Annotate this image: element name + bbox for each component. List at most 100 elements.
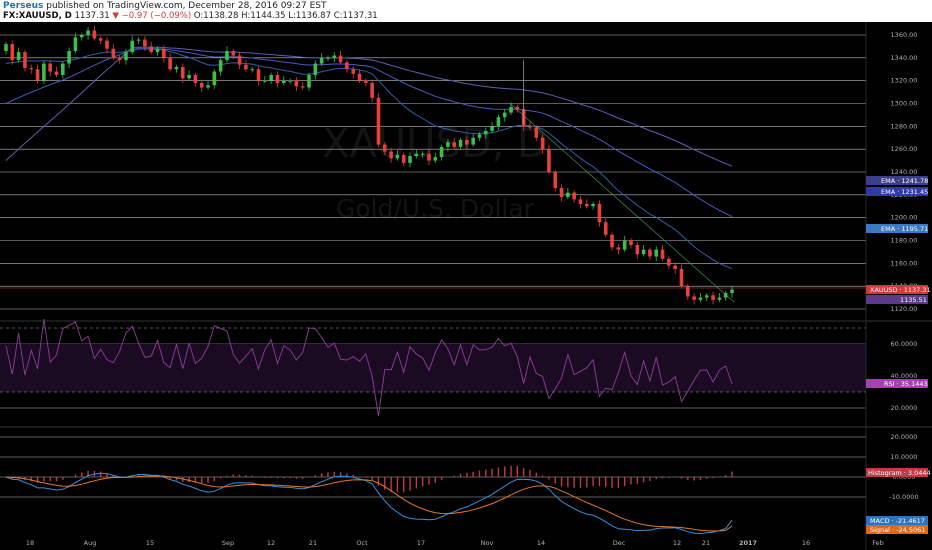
rsi-badge-text: RSI · 35.1443 — [884, 380, 928, 388]
candle-body — [206, 85, 210, 88]
candle-body — [382, 144, 387, 152]
price-badge-2: 1135.51 — [866, 295, 928, 304]
candle-body — [345, 62, 349, 70]
signal-line — [5, 475, 733, 532]
price-tick-label: 1160.00 — [891, 259, 918, 267]
candle-body — [174, 66, 179, 70]
candle-body — [281, 80, 286, 83]
price-tick-label: 1180.00 — [891, 237, 918, 245]
candle-body — [572, 192, 576, 200]
macd-badge: MACD · -21.4617 — [866, 516, 928, 525]
ema-badge-1-text: EMA · 1241.78 — [881, 177, 928, 185]
signal-badge: Signal · -24.5061 — [866, 525, 928, 534]
candle-body — [376, 97, 381, 145]
macd-tick-label: 10.0000 — [891, 453, 918, 461]
candle-body — [269, 74, 273, 81]
candle-body — [585, 203, 589, 207]
time-tick-label: 2017 — [739, 539, 757, 547]
candle-body — [67, 50, 71, 64]
candle-body — [692, 296, 696, 300]
time-tick-label: 21 — [309, 539, 317, 547]
candle-body — [401, 154, 406, 163]
candle-body — [23, 52, 27, 69]
macd-badge-text: MACD · -21.4617 — [870, 517, 925, 525]
candle-body — [559, 187, 564, 198]
candle-body — [629, 240, 633, 246]
candle-body — [212, 71, 217, 86]
candle-body — [263, 80, 267, 82]
quote-line: FX:XAUUSD, D 1137.31 ▼ −0.97 (−0.09%) O:… — [3, 11, 378, 21]
candle-body — [452, 142, 457, 147]
candle-body — [307, 74, 311, 88]
candle-body — [673, 265, 677, 270]
candle-body — [667, 258, 671, 266]
time-tick-label: Aug — [84, 539, 97, 547]
candle-body — [427, 153, 431, 161]
candle-body — [231, 50, 236, 56]
candle-body — [528, 126, 532, 128]
time-tick-label: 16 — [802, 539, 810, 547]
candle-body — [578, 199, 583, 204]
price-tick-label: 1300.00 — [891, 100, 918, 108]
candle-body — [124, 52, 128, 61]
candle-body — [326, 57, 330, 59]
candle-body — [313, 63, 318, 75]
candle-body — [502, 112, 507, 118]
candle-body — [111, 48, 116, 58]
candle-body — [193, 74, 198, 83]
candle-body — [509, 106, 513, 113]
last-price: 1137.31 — [74, 11, 110, 21]
candle-body — [496, 117, 501, 127]
candle-body — [591, 203, 595, 207]
candle-body — [704, 295, 709, 298]
candle-body — [199, 82, 204, 88]
candle-body — [389, 151, 393, 159]
candle-body — [42, 63, 46, 81]
ema-badge-3: EMA · 1195.71 — [866, 224, 928, 233]
candle-body — [515, 106, 520, 110]
rsi-band — [0, 344, 866, 392]
candle-body — [679, 269, 684, 287]
candle-body — [61, 63, 65, 75]
candle-body — [98, 38, 103, 41]
price-tick-label: 1340.00 — [891, 54, 918, 62]
candle-body — [420, 153, 425, 155]
candle-body — [471, 137, 475, 145]
ema-badge-1: EMA · 1241.78 — [866, 176, 928, 185]
candle-body — [622, 240, 627, 250]
price-tick-label: 1200.00 — [891, 214, 918, 222]
candle-body — [553, 172, 558, 188]
time-tick-label: Nov — [481, 539, 494, 547]
candle-body — [534, 127, 539, 138]
price-tick-label: 1320.00 — [891, 77, 918, 85]
publisher-name[interactable]: Perseus — [3, 1, 44, 11]
time-axis[interactable]: 18 Aug 15 Sep 12 21 Oct 17 Nov 14 Dec 12 21 2017 16 Feb — [26, 539, 884, 547]
candle-body — [433, 157, 438, 161]
candle-body — [641, 249, 646, 255]
candle-body — [143, 39, 147, 47]
price-tick-label: 1280.00 — [891, 122, 918, 130]
publisher-line: Perseus published on TradingView.com, De… — [3, 1, 326, 11]
candle-body — [105, 40, 109, 49]
time-tick-label: 15 — [146, 539, 154, 547]
candle-body — [256, 69, 261, 81]
candle-body — [187, 74, 191, 79]
rsi-badge: RSI · 35.1443 — [866, 379, 928, 388]
chart-canvas[interactable]: XAUUSD, D Gold/U.S. Dollar 1360.001340.0… — [0, 22, 932, 550]
candle-body — [130, 40, 135, 53]
price-badge-text: XAUUSD · 1137.31 — [870, 286, 931, 294]
candle-body — [155, 48, 160, 53]
candle-body — [86, 30, 90, 35]
candle-body — [162, 48, 166, 58]
time-tick-label: 12 — [267, 539, 275, 547]
time-tick-label: 18 — [26, 539, 34, 547]
candle-body — [603, 222, 608, 235]
candle-body — [10, 44, 15, 61]
time-tick-label: Dec — [613, 539, 626, 547]
candle-body — [730, 289, 734, 294]
candle-body — [275, 74, 280, 83]
ema-badge-3-text: EMA · 1195.71 — [881, 225, 928, 233]
candle-body — [364, 80, 368, 83]
candle-body — [357, 73, 362, 81]
rsi-tick-label: 60.0000 — [891, 340, 918, 348]
